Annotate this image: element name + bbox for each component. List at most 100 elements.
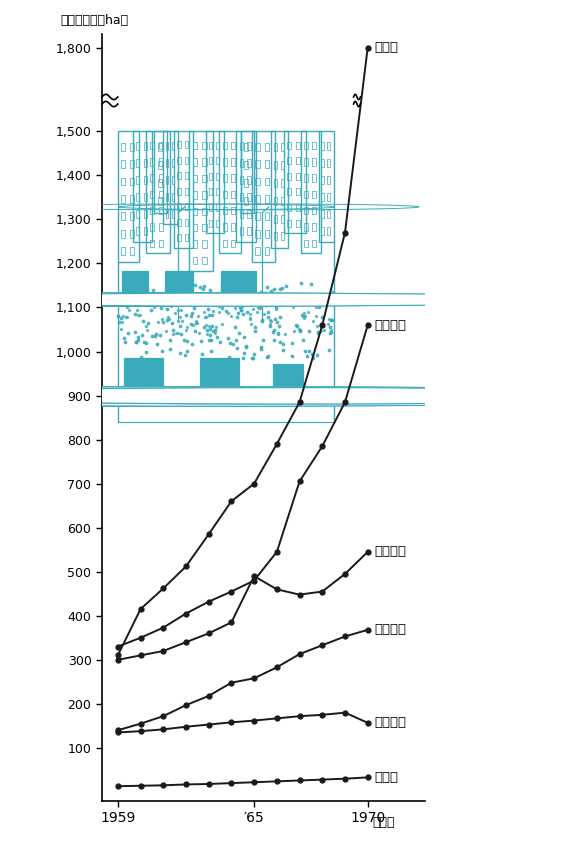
Bar <box>281 232 284 240</box>
Point <box>114 309 123 323</box>
Bar <box>281 179 284 187</box>
Bar <box>305 207 308 214</box>
Point <box>182 308 191 322</box>
Bar <box>321 159 324 167</box>
Point <box>205 322 215 336</box>
Bar <box>239 194 243 201</box>
Bar <box>159 207 164 214</box>
Text: アメリカ: アメリカ <box>375 716 406 729</box>
Point <box>161 324 170 338</box>
Point <box>235 300 245 313</box>
Point <box>327 313 336 326</box>
Point <box>177 303 186 317</box>
Point <box>195 280 204 294</box>
Point <box>278 281 287 294</box>
Bar <box>281 214 284 222</box>
Point <box>326 325 335 339</box>
Bar <box>171 159 174 167</box>
Point <box>314 300 323 314</box>
Point <box>258 314 267 328</box>
Bar <box>171 193 174 201</box>
Point <box>273 325 282 339</box>
Bar <box>221 271 256 297</box>
Point <box>177 327 186 341</box>
Point <box>241 340 250 354</box>
Bar <box>171 177 174 183</box>
Point <box>153 338 162 351</box>
Bar <box>209 204 212 211</box>
Bar <box>265 177 269 185</box>
Point <box>149 295 158 309</box>
Point <box>264 306 273 319</box>
Point <box>268 325 277 338</box>
Bar <box>155 132 168 213</box>
Bar <box>130 177 134 185</box>
Point <box>327 323 336 337</box>
Bar <box>136 210 139 218</box>
Point <box>187 337 196 350</box>
Bar <box>247 210 251 218</box>
Bar <box>216 204 219 211</box>
Bar <box>159 223 164 231</box>
Point <box>232 290 241 304</box>
Bar <box>312 142 316 149</box>
Point <box>252 306 261 319</box>
Point <box>253 300 262 313</box>
Point <box>199 292 208 306</box>
Bar <box>255 177 260 185</box>
Bar <box>165 177 168 183</box>
Point <box>217 301 226 315</box>
Bar <box>271 132 288 248</box>
Bar <box>247 194 251 201</box>
Point <box>183 320 192 334</box>
Bar <box>231 175 235 182</box>
Point <box>179 298 188 312</box>
Point <box>225 336 234 350</box>
Bar <box>121 213 125 220</box>
Point <box>273 315 282 329</box>
Bar <box>159 158 164 165</box>
Bar <box>185 157 188 164</box>
Bar <box>239 227 243 235</box>
Point <box>217 278 226 292</box>
Bar <box>239 177 243 184</box>
Point <box>271 302 280 316</box>
Point <box>186 317 195 331</box>
Bar <box>288 173 291 180</box>
Point <box>173 294 182 308</box>
Point <box>139 336 148 350</box>
Bar <box>121 195 125 203</box>
Point <box>169 326 178 340</box>
Bar <box>312 207 316 214</box>
Point <box>304 305 313 319</box>
Point <box>113 310 122 324</box>
Point <box>183 344 192 358</box>
Point <box>267 314 276 328</box>
Point <box>177 313 186 327</box>
Bar <box>202 208 207 215</box>
Circle shape <box>0 387 566 406</box>
Point <box>240 346 249 360</box>
Point <box>214 306 223 319</box>
Point <box>305 344 314 358</box>
Point <box>138 314 147 328</box>
Point <box>220 290 229 304</box>
Point <box>264 310 273 324</box>
Point <box>190 325 199 338</box>
Point <box>153 315 162 329</box>
Bar <box>177 172 181 179</box>
Point <box>177 282 186 296</box>
Point <box>260 286 269 300</box>
Point <box>247 318 256 331</box>
Point <box>250 348 259 362</box>
Point <box>328 285 337 299</box>
Point <box>186 309 195 323</box>
Bar <box>296 173 300 180</box>
Bar <box>209 173 212 180</box>
Bar <box>149 223 154 231</box>
Bar <box>122 271 148 297</box>
Point <box>116 322 125 336</box>
Point <box>175 310 185 324</box>
Point <box>208 324 217 338</box>
Point <box>203 302 212 316</box>
